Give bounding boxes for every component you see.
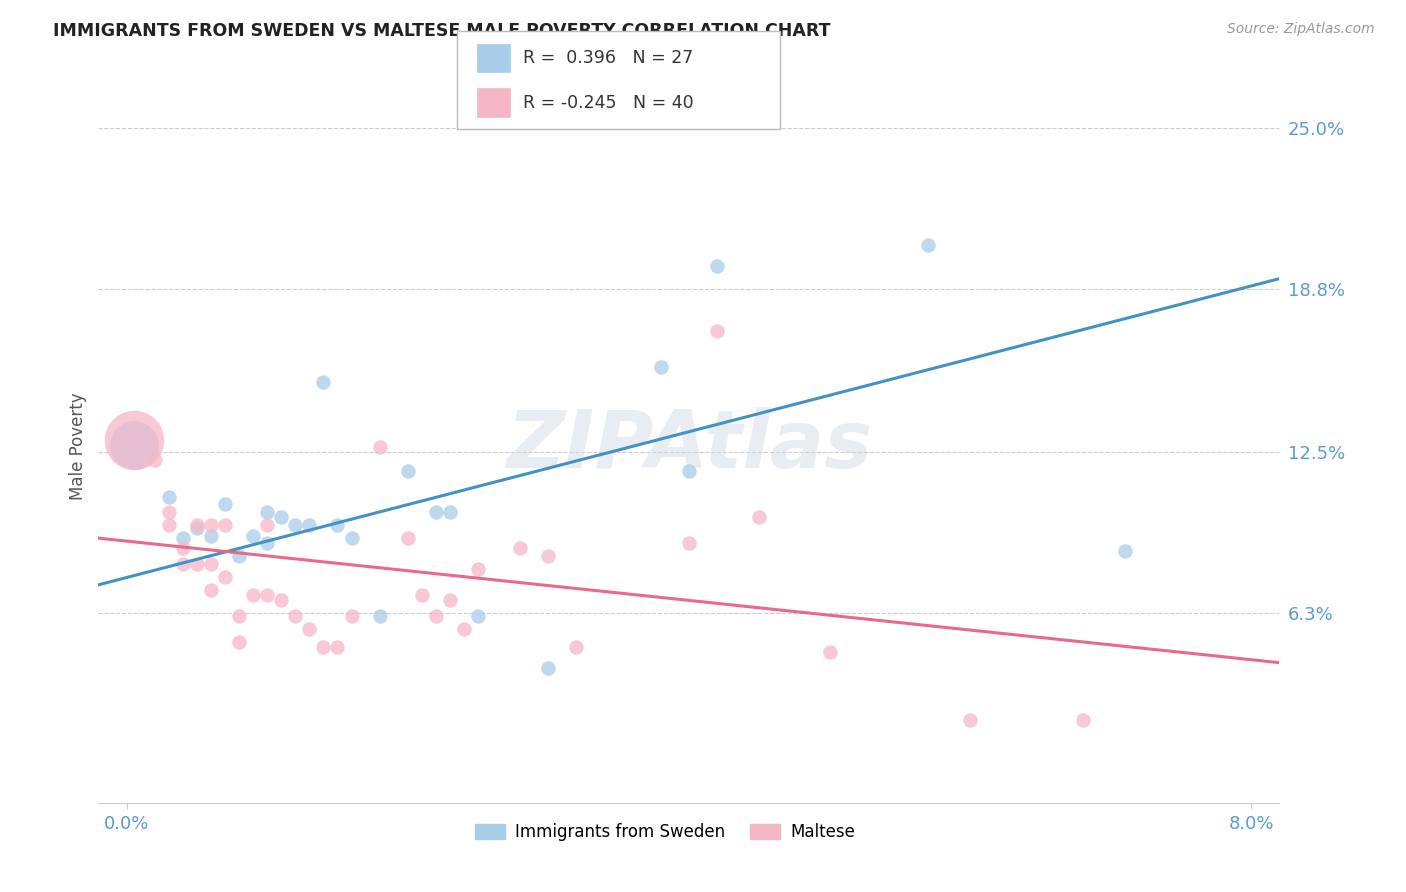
Text: R = -0.245   N = 40: R = -0.245 N = 40 (523, 94, 693, 112)
Point (326, 640, 349, 654)
Point (228, 609, 250, 624)
Point (242, 588, 264, 602)
Point (678, 464, 700, 478)
Point (256, 505, 278, 519)
Point (565, 640, 588, 654)
Point (122, 433, 145, 447)
Point (298, 518, 321, 533)
Point (340, 531, 363, 545)
Point (242, 528, 264, 542)
Point (368, 440, 391, 454)
Point (228, 549, 250, 564)
Point (439, 505, 461, 519)
Point (396, 531, 419, 545)
Point (122, 438, 145, 452)
Point (959, 713, 981, 727)
Point (748, 510, 770, 524)
Point (200, 528, 222, 542)
Point (157, 518, 180, 533)
Point (678, 536, 700, 550)
Point (256, 536, 278, 550)
Point (312, 640, 335, 654)
Point (172, 557, 194, 571)
Point (256, 588, 278, 602)
Point (214, 570, 236, 584)
Point (453, 622, 475, 636)
Point (340, 609, 363, 624)
Point (706, 324, 728, 338)
Point (200, 557, 222, 571)
Point (157, 490, 180, 504)
Point (186, 521, 208, 535)
Point (270, 593, 292, 607)
Point (284, 609, 307, 624)
Point (537, 661, 560, 675)
Point (298, 622, 321, 636)
Text: ZIPAtlas: ZIPAtlas (506, 407, 872, 485)
Point (172, 531, 194, 545)
Point (439, 593, 461, 607)
Point (200, 518, 222, 533)
Point (186, 557, 208, 571)
Text: IMMIGRANTS FROM SWEDEN VS MALTESE MALE POVERTY CORRELATION CHART: IMMIGRANTS FROM SWEDEN VS MALTESE MALE P… (53, 22, 831, 40)
Point (425, 505, 447, 519)
Point (1071, 713, 1094, 727)
Point (326, 518, 349, 533)
Legend: Immigrants from Sweden, Maltese: Immigrants from Sweden, Maltese (468, 817, 862, 848)
Point (256, 518, 278, 533)
Text: Source: ZipAtlas.com: Source: ZipAtlas.com (1227, 22, 1375, 37)
Point (270, 510, 292, 524)
Point (411, 588, 433, 602)
Point (917, 238, 939, 252)
Point (172, 541, 194, 556)
Point (467, 562, 489, 576)
Point (214, 497, 236, 511)
Point (186, 518, 208, 533)
Point (1114, 544, 1136, 558)
Point (312, 376, 335, 390)
Text: R =  0.396   N = 27: R = 0.396 N = 27 (523, 49, 693, 67)
Point (706, 259, 728, 273)
Point (467, 609, 489, 624)
Point (284, 518, 307, 533)
Point (537, 549, 560, 564)
Y-axis label: Male Poverty: Male Poverty (69, 392, 87, 500)
Point (650, 359, 672, 374)
Point (214, 518, 236, 533)
Point (368, 609, 391, 624)
Point (425, 609, 447, 624)
Point (143, 453, 166, 467)
Point (200, 582, 222, 597)
Point (228, 635, 250, 649)
Point (157, 505, 180, 519)
Point (818, 645, 841, 659)
Point (396, 464, 419, 478)
Point (509, 541, 531, 556)
